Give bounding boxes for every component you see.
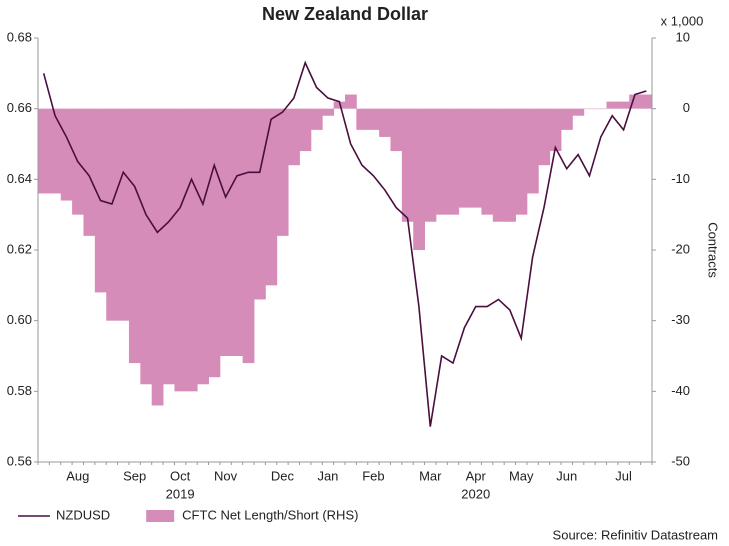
x-tick-label: Sep xyxy=(123,468,146,483)
area-step xyxy=(549,108,562,152)
area-step xyxy=(322,108,335,116)
area-step xyxy=(38,108,50,194)
area-step xyxy=(174,108,187,392)
area-step xyxy=(197,108,209,385)
area-step xyxy=(367,108,380,130)
area-step xyxy=(185,108,198,392)
area-step xyxy=(458,108,471,208)
y-tick-label: 0.56 xyxy=(7,453,32,468)
area-step xyxy=(83,108,96,236)
x-tick-label: Apr xyxy=(466,468,487,483)
area-step xyxy=(617,101,630,109)
source: Source: Refinitiv Datastream xyxy=(553,527,718,542)
area-step xyxy=(447,108,460,215)
x-tick-label: Dec xyxy=(271,468,295,483)
area-step xyxy=(390,108,403,152)
area-step xyxy=(435,108,448,215)
y2-tick-label: -20 xyxy=(671,241,690,256)
y2-axis-label: Contracts xyxy=(706,222,721,278)
line xyxy=(42,60,647,427)
area-step xyxy=(595,108,607,110)
area-step xyxy=(231,108,244,357)
area-step xyxy=(401,108,414,222)
area-step xyxy=(583,108,596,110)
area-step xyxy=(276,108,289,236)
y2-tick-label: -50 xyxy=(671,453,690,468)
y2-tick-label: 10 xyxy=(676,29,690,44)
year-label: 2020 xyxy=(461,486,490,501)
area-step xyxy=(128,108,141,364)
area-step xyxy=(526,108,539,194)
x-tick-label: Jan xyxy=(317,468,338,483)
y-tick-label: 0.66 xyxy=(7,100,32,115)
area-step xyxy=(288,108,300,166)
area-step xyxy=(629,94,642,109)
y2-tick-label: -40 xyxy=(671,383,690,398)
y2-tick-label: -30 xyxy=(671,312,690,327)
area-step xyxy=(208,108,221,378)
legend-label: NZDUSD xyxy=(56,507,110,522)
x-tick-label: Mar xyxy=(419,468,442,483)
x-tick-label: Nov xyxy=(214,468,238,483)
area-step xyxy=(606,101,619,109)
x-tick-label: Aug xyxy=(66,468,89,483)
area-step xyxy=(640,94,653,109)
x-tick-label: Jun xyxy=(556,468,577,483)
y2-unit-label: x 1,000 xyxy=(661,13,704,28)
area-step xyxy=(481,108,494,215)
area-step xyxy=(163,108,175,385)
area-step xyxy=(60,108,73,201)
area-step xyxy=(538,108,551,166)
area-step xyxy=(219,108,232,357)
y-tick-label: 0.64 xyxy=(7,171,32,186)
y-tick-label: 0.58 xyxy=(7,383,32,398)
area-step xyxy=(492,108,505,222)
area-step xyxy=(151,108,164,406)
area-step xyxy=(265,108,278,286)
legend-swatch xyxy=(146,510,175,522)
area-step xyxy=(379,108,391,137)
area-step xyxy=(49,108,62,194)
y-tick-label: 0.68 xyxy=(7,29,32,44)
area-step xyxy=(310,108,323,130)
area-step xyxy=(356,108,369,130)
area-step xyxy=(504,108,516,222)
y-tick-label: 0.60 xyxy=(7,312,32,327)
area-step xyxy=(413,108,425,251)
area-step xyxy=(345,94,357,109)
chart-title: New Zealand Dollar xyxy=(262,4,428,24)
area-step xyxy=(140,108,153,385)
area-step xyxy=(106,108,118,321)
area-step xyxy=(561,108,573,130)
area-step xyxy=(424,108,437,222)
x-tick-label: Jul xyxy=(615,468,632,483)
area-step xyxy=(117,108,130,321)
x-tick-label: Oct xyxy=(170,468,191,483)
area-step xyxy=(515,108,528,215)
area-step xyxy=(299,108,312,152)
area-step xyxy=(470,108,482,208)
y2-tick-label: -10 xyxy=(671,171,690,186)
area-step xyxy=(572,108,585,116)
legend-label: CFTC Net Length/Short (RHS) xyxy=(182,507,358,522)
area-step xyxy=(242,108,255,364)
x-tick-label: Feb xyxy=(362,468,384,483)
x-tick-label: May xyxy=(509,468,534,483)
y-tick-label: 0.62 xyxy=(7,241,32,256)
y2-tick-label: 0 xyxy=(683,100,690,115)
area-step xyxy=(254,108,266,300)
year-label: 2019 xyxy=(166,486,195,501)
